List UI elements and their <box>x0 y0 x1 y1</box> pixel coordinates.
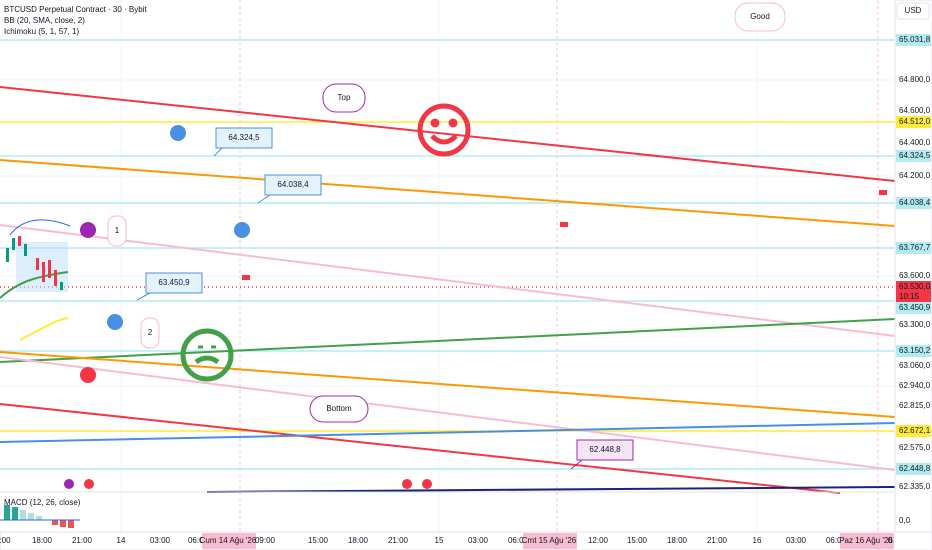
note-bubble <box>309 395 369 423</box>
price-label-bg <box>896 116 931 128</box>
time-label: 12:00 <box>588 536 609 545</box>
flags <box>242 190 887 280</box>
time-label: 0 <box>888 536 893 545</box>
countdown: 10:15 <box>899 292 920 301</box>
symbol-title: BTCUSD Perpetual Contract · 30 · Bybit <box>4 5 147 14</box>
price-callout-text: 64.324,5 <box>228 133 260 142</box>
time-label: 06:00 <box>508 536 529 545</box>
price-label: 63.300,0 <box>899 320 931 329</box>
time-label: 15 <box>435 536 444 545</box>
price-label: 64.038,4 <box>899 198 931 207</box>
time-label: 03:00 <box>150 536 171 545</box>
time-label: 03:00 <box>786 536 807 545</box>
price-label-bg <box>896 242 931 254</box>
hand-icons <box>80 125 250 383</box>
price-label: 63.450,9 <box>899 303 931 312</box>
indicator-label: Ichimoku (5, 1, 57, 1) <box>4 27 79 36</box>
price-callout <box>576 439 634 461</box>
time-label: 09:00 <box>255 536 276 545</box>
price-label: 64.324,5 <box>899 151 931 160</box>
price-label-bg <box>896 34 931 46</box>
time-label: 21:00 <box>388 536 409 545</box>
price-label-bg <box>896 281 931 303</box>
time-label: :00 <box>0 536 11 545</box>
date-label-bg <box>523 533 577 549</box>
price-label-bg <box>896 302 931 314</box>
price-label: 62.940,0 <box>899 381 931 390</box>
currency-button <box>896 2 930 20</box>
indicator-label: BB (20, SMA, close, 2) <box>4 16 85 25</box>
price-label: 63.767,7 <box>899 243 931 252</box>
price-label-bg <box>896 197 931 209</box>
price-label: 62.672,1 <box>899 426 931 435</box>
date-lines <box>239 0 879 532</box>
price-axis <box>894 0 932 533</box>
currency-label: USD <box>905 6 922 15</box>
price-callout <box>264 174 322 196</box>
price-callout <box>145 272 203 294</box>
time-label: 06:00 <box>188 536 209 545</box>
callout-connectors <box>136 147 583 470</box>
time-label: Paz 16 Ağu '26 <box>839 536 893 545</box>
note-bubble <box>734 2 786 32</box>
smileys <box>180 103 471 382</box>
note-text: Bottom <box>326 404 352 413</box>
time-label: 18:00 <box>348 536 369 545</box>
time-label: Cum 14 Ağu '26 <box>200 536 257 545</box>
price-label-bg <box>896 150 931 162</box>
price-label: 62.448,8 <box>899 464 931 473</box>
time-label: 16 <box>753 536 762 545</box>
note-bubble <box>322 83 366 113</box>
price-label: 64.600,0 <box>899 106 931 115</box>
trend-lines <box>0 86 896 494</box>
price-label: 63.600,0 <box>899 271 931 280</box>
time-label: Cmt 15 Ağu '26 <box>522 536 577 545</box>
number-bubble <box>140 317 160 349</box>
price-callout-text: 62.448,8 <box>589 445 621 454</box>
price-label: 0,0 <box>899 516 911 525</box>
note-text: Top <box>338 93 351 102</box>
time-label: 15:00 <box>308 536 329 545</box>
number-text: 1 <box>115 226 120 235</box>
price-label-bg <box>896 463 931 475</box>
candles <box>0 219 71 341</box>
horizontal-levels <box>0 39 895 470</box>
time-label: 14 <box>117 536 126 545</box>
macd-pane <box>0 491 895 528</box>
price-callout-text: 63.450,9 <box>158 278 190 287</box>
time-label: 06:00 <box>826 536 847 545</box>
note-text: Good <box>750 12 770 21</box>
time-label: 18:00 <box>32 536 53 545</box>
price-callout-text: 64.038,4 <box>277 180 309 189</box>
price-label: 63.150,2 <box>899 346 931 355</box>
macd-label: MACD (12, 26, close) <box>4 498 81 507</box>
price-label: 64.200,0 <box>899 171 931 180</box>
price-label: 64.400,0 <box>899 138 931 147</box>
price-label-bg <box>896 425 931 437</box>
price-label-bg <box>896 345 931 357</box>
time-label: 18:00 <box>667 536 688 545</box>
price-label: 62.575,0 <box>899 443 931 452</box>
price-label: 62.335,0 <box>899 482 931 491</box>
price-label: 63.060,0 <box>899 361 931 370</box>
number-bubble <box>107 215 127 247</box>
time-label: 15:00 <box>627 536 648 545</box>
event-icons <box>64 479 432 489</box>
price-label: 64.512,0 <box>899 117 931 126</box>
price-callout <box>215 127 273 149</box>
date-label-bg <box>840 533 894 549</box>
time-label: 21:00 <box>72 536 93 545</box>
date-label-bg <box>202 533 256 549</box>
price-label: 62.815,0 <box>899 401 931 410</box>
time-label: 21:00 <box>707 536 728 545</box>
price-label: 65.031,8 <box>899 35 931 44</box>
number-text: 2 <box>148 328 153 337</box>
price-label: 64.800,0 <box>899 75 931 84</box>
time-label: 03:00 <box>468 536 489 545</box>
price-label: 63.530,0 <box>899 282 931 291</box>
